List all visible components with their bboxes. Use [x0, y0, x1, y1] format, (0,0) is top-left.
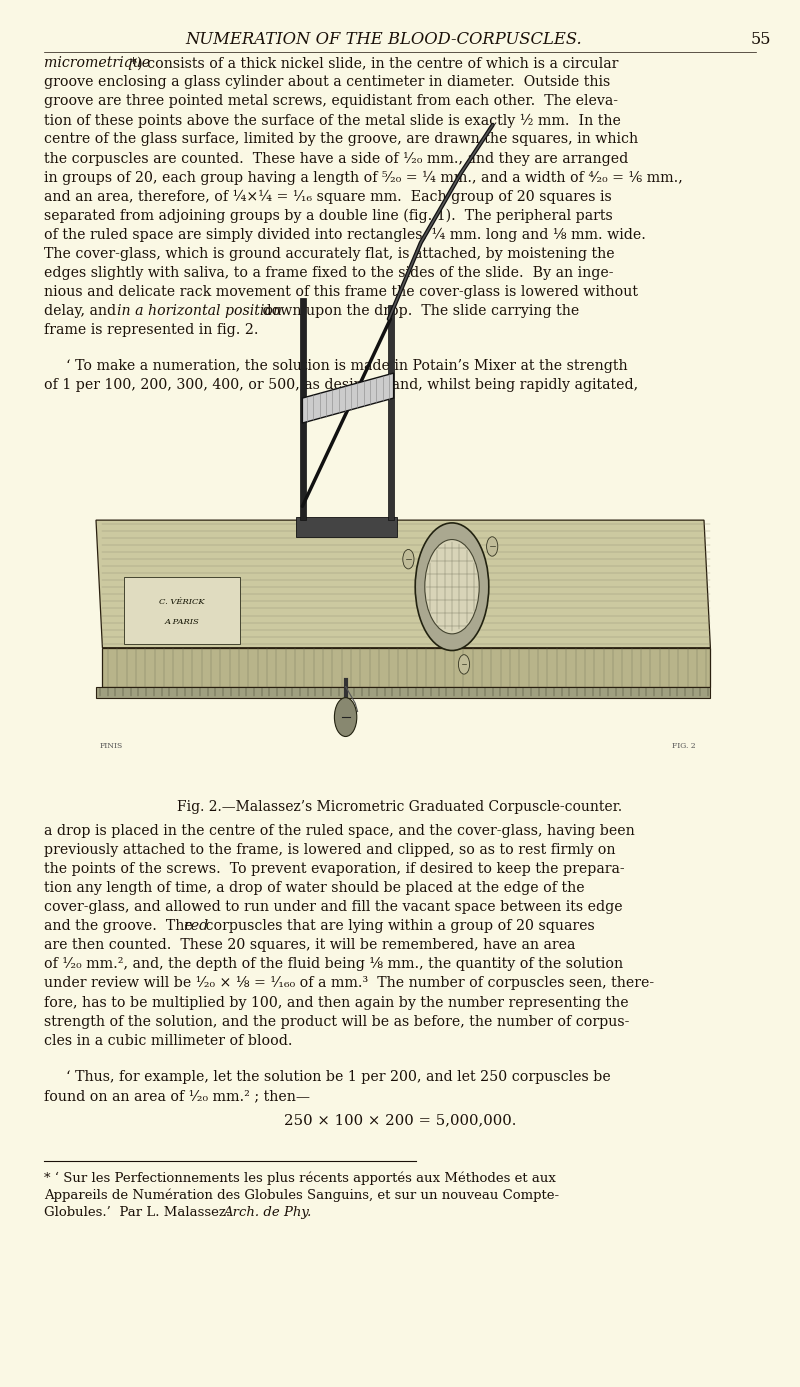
Circle shape: [458, 655, 470, 674]
Text: and the groove.  The: and the groove. The: [44, 920, 198, 933]
Text: the points of the screws.  To prevent evaporation, if desired to keep the prepar: the points of the screws. To prevent eva…: [44, 861, 625, 877]
Text: strength of the solution, and the product will be as before, the number of corpu: strength of the solution, and the produc…: [44, 1014, 630, 1029]
Text: micrometrique: micrometrique: [44, 55, 150, 71]
Text: NUMERATION OF THE BLOOD-CORPUSCLES.: NUMERATION OF THE BLOOD-CORPUSCLES.: [186, 32, 582, 49]
Text: in groups of 20, each group having a length of ⁵⁄₂₀ = ¼ mm., and a width of ⁴⁄₂₀: in groups of 20, each group having a len…: [44, 171, 682, 184]
Text: of 1 per 100, 200, 300, 400, or 500, as desired ; and, whilst being rapidly agit: of 1 per 100, 200, 300, 400, or 500, as …: [44, 377, 638, 391]
Text: the corpuscles are counted.  These have a side of ¹⁄₂₀ mm., and they are arrange: the corpuscles are counted. These have a…: [44, 151, 628, 165]
Text: of ¹⁄₂₀ mm.², and, the depth of the fluid being ⅛ mm., the quantity of the solut: of ¹⁄₂₀ mm.², and, the depth of the flui…: [44, 957, 623, 971]
Text: frame is represented in fig. 2.: frame is represented in fig. 2.: [44, 323, 258, 337]
Text: tion any length of time, a drop of water should be placed at the edge of the: tion any length of time, a drop of water…: [44, 881, 585, 895]
Text: in a horizontal position: in a horizontal position: [117, 304, 282, 318]
Text: of the ruled space are simply divided into rectangles, ¼ mm. long and ⅛ mm. wide: of the ruled space are simply divided in…: [44, 227, 646, 241]
Polygon shape: [302, 373, 394, 423]
Text: Arch. de Phy.: Arch. de Phy.: [223, 1207, 312, 1219]
Text: Appareils de Numération des Globules Sanguins, et sur un nouveau Compte-: Appareils de Numération des Globules San…: [44, 1189, 559, 1203]
Circle shape: [425, 540, 479, 634]
Text: tion of these points above the surface of the metal slide is exactly ½ mm.  In t: tion of these points above the surface o…: [44, 114, 621, 128]
Text: The cover-glass, which is ground accurately flat, is attached, by moistening the: The cover-glass, which is ground accurat…: [44, 247, 614, 261]
Text: found on an area of ¹⁄₂₀ mm.² ; then—: found on an area of ¹⁄₂₀ mm.² ; then—: [44, 1089, 310, 1103]
Text: under review will be ¹⁄₂₀ × ⅛ = ¹⁄₁₆₀ of a mm.³  The number of corpuscles seen, : under review will be ¹⁄₂₀ × ⅛ = ¹⁄₁₆₀ of…: [44, 976, 654, 990]
Circle shape: [415, 523, 489, 651]
Text: Globules.’  Par L. Malassez.: Globules.’ Par L. Malassez.: [44, 1207, 238, 1219]
Circle shape: [486, 537, 498, 556]
Text: a drop is placed in the centre of the ruled space, and the cover-glass, having b: a drop is placed in the centre of the ru…: [44, 824, 634, 838]
Text: red: red: [183, 920, 208, 933]
Text: corpuscles that are lying within a group of 20 squares: corpuscles that are lying within a group…: [201, 920, 595, 933]
Text: separated from adjoining groups by a double line (fig. 1).  The peripheral parts: separated from adjoining groups by a dou…: [44, 209, 613, 223]
Text: edges slightly with saliva, to a frame fixed to the sides of the slide.  By an i: edges slightly with saliva, to a frame f…: [44, 266, 614, 280]
Text: Fig. 2.—Malassez’s Micrometric Graduated Corpuscle-counter.: Fig. 2.—Malassez’s Micrometric Graduated…: [178, 799, 622, 814]
Polygon shape: [300, 298, 306, 520]
Text: ‘ Thus, for example, let the solution be 1 per 200, and let 250 corpuscles be: ‘ Thus, for example, let the solution be…: [66, 1071, 611, 1085]
Text: FINIS: FINIS: [100, 742, 123, 750]
Text: and an area, therefore, of ¼×¼ = ¹⁄₁₆ square mm.  Each group of 20 squares is: and an area, therefore, of ¼×¼ = ¹⁄₁₆ sq…: [44, 190, 612, 204]
Text: * ‘ Sur les Perfectionnements les plus récents apportés aux Méthodes et aux: * ‘ Sur les Perfectionnements les plus r…: [44, 1171, 556, 1184]
Polygon shape: [96, 687, 710, 698]
Text: 250 × 100 × 200 = 5,000,000.: 250 × 100 × 200 = 5,000,000.: [284, 1112, 516, 1128]
Text: FIG. 2: FIG. 2: [672, 742, 696, 750]
Polygon shape: [96, 520, 710, 648]
Text: nious and delicate rack movement of this frame the cover-glass is lowered withou: nious and delicate rack movement of this…: [44, 286, 638, 300]
Text: ‘ To make a numeration, the solution is made in Potain’s Mixer at the strength: ‘ To make a numeration, the solution is …: [66, 358, 628, 373]
Text: fore, has to be multiplied by 100, and then again by the number representing the: fore, has to be multiplied by 100, and t…: [44, 996, 629, 1010]
Text: groove are three pointed metal screws, equidistant from each other.  The eleva-: groove are three pointed metal screws, e…: [44, 94, 618, 108]
Text: are then counted.  These 20 squares, it will be remembered, have an area: are then counted. These 20 squares, it w…: [44, 938, 575, 953]
Text: 55: 55: [750, 32, 771, 49]
Polygon shape: [388, 305, 394, 520]
Text: *) consists of a thick nickel slide, in the centre of which is a circular: *) consists of a thick nickel slide, in …: [130, 55, 618, 71]
Text: centre of the glass surface, limited by the groove, are drawn the squares, in wh: centre of the glass surface, limited by …: [44, 133, 638, 147]
Circle shape: [334, 698, 357, 736]
Text: cover-glass, and allowed to run under and fill the vacant space between its edge: cover-glass, and allowed to run under an…: [44, 900, 622, 914]
Circle shape: [402, 549, 414, 569]
Text: C. VÉRICK: C. VÉRICK: [159, 598, 205, 606]
Text: down upon the drop.  The slide carrying the: down upon the drop. The slide carrying t…: [258, 304, 578, 318]
Text: A PARIS: A PARIS: [165, 617, 199, 626]
Text: cles in a cubic millimeter of blood.: cles in a cubic millimeter of blood.: [44, 1033, 293, 1047]
Text: groove enclosing a glass cylinder about a centimeter in diameter.  Outside this: groove enclosing a glass cylinder about …: [44, 75, 610, 89]
Text: previously attached to the frame, is lowered and clipped, so as to rest firmly o: previously attached to the frame, is low…: [44, 843, 615, 857]
FancyBboxPatch shape: [124, 577, 240, 644]
Polygon shape: [102, 648, 710, 687]
Polygon shape: [296, 517, 397, 537]
Text: delay, and: delay, and: [44, 304, 121, 318]
